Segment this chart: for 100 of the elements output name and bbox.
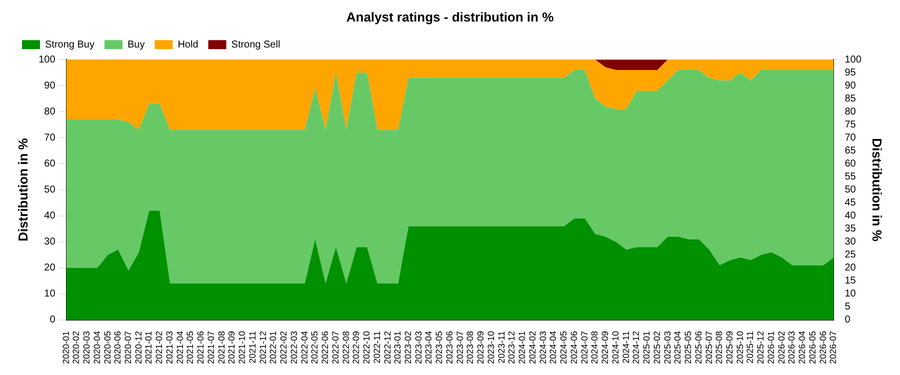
y-tick-label: 60: [44, 158, 56, 170]
x-tick-label: 2025-12: [756, 330, 766, 364]
x-tick-label: 2020-05: [102, 330, 112, 364]
y2-tick-label: 20: [844, 262, 856, 274]
x-tick-label: 2022-12: [382, 330, 392, 364]
x-tick-label: 2022-06: [320, 330, 330, 364]
x-tick-label: 2020-03: [82, 330, 92, 364]
x-tick-label: 2021-12: [258, 330, 268, 364]
x-tick-label: 2021-07: [206, 330, 216, 364]
y2-tick-label: 15: [844, 276, 856, 287]
y-tick-label: 0: [50, 314, 56, 326]
y-tick-label: 40: [44, 210, 56, 222]
x-tick-label: 2020-01: [60, 330, 71, 364]
x-tick-label: 2024-04: [548, 330, 558, 364]
x-tick-label: 2020-06: [112, 330, 123, 364]
x-tick-label: 2025-07: [704, 330, 714, 364]
y2-tick-label: 45: [844, 198, 856, 209]
x-tick-label: 2022-04: [299, 330, 310, 364]
y-axis-title: Distribution in %: [15, 138, 30, 242]
y-tick-label: 10: [44, 288, 56, 300]
y2-tick-label: 30: [844, 236, 856, 248]
y2-tick-label: 75: [844, 119, 856, 130]
x-tick-label: 2022-10: [362, 330, 372, 364]
x-tick-label: 2025-11: [745, 330, 756, 364]
x-tick-label: 2022-01: [268, 330, 278, 364]
x-tick-label: 2021-11: [247, 330, 258, 364]
x-tick-label: 2025-10: [734, 330, 745, 364]
x-tick-label: 2021-01: [144, 330, 154, 364]
x-tick-label: 2026-04: [797, 330, 808, 364]
x-tick-label: 2025-02: [652, 330, 662, 364]
x-tick-label: 2023-11: [496, 330, 506, 364]
x-tick-label: 2022-11: [372, 330, 382, 364]
x-tick-label: 2022-05: [310, 330, 320, 364]
x-tick-label: 2020-02: [71, 330, 82, 364]
x-tick-label: 2026-02: [776, 330, 786, 364]
x-tick-label: 2021-06: [196, 330, 206, 364]
x-tick-label: 2024-11: [620, 330, 631, 364]
x-tick-label: 2021-04: [174, 330, 185, 364]
x-tick-label: 2020-07: [122, 330, 133, 364]
x-tick-label: 2026-01: [766, 330, 776, 364]
x-tick-label: 2023-04: [424, 330, 434, 364]
y2-tick-label: 0: [844, 314, 851, 326]
y-tick-label: 80: [44, 106, 56, 118]
x-tick-label: 2024-03: [538, 330, 548, 364]
y-tick-label: 90: [44, 80, 56, 92]
y2-tick-label: 40: [844, 210, 856, 222]
y-tick-label: 50: [44, 184, 56, 196]
x-tick-label: 2023-10: [486, 330, 496, 364]
y2-tick-label: 80: [844, 106, 856, 118]
x-tick-label: 2024-09: [600, 330, 610, 364]
x-tick-label: 2021-08: [216, 330, 226, 364]
x-tick-label: 2022-07: [330, 330, 340, 364]
x-tick-label: 2025-05: [683, 330, 694, 364]
x-tick-label: 2023-09: [476, 330, 486, 364]
x-tick-label: 2022-02: [278, 330, 289, 364]
x-tick-label: 2023-02: [403, 330, 413, 364]
x-tick-label: 2022-08: [340, 330, 351, 364]
x-tick-label: 2023-01: [392, 330, 403, 364]
legend-label: Strong Sell: [231, 39, 280, 50]
x-tick-label: 2021-03: [164, 330, 174, 364]
x-tick-label: 2024-02: [527, 330, 538, 364]
x-tick-label: 2025-08: [714, 330, 724, 364]
y2-tick-label: 70: [844, 132, 856, 144]
y2-axis-title: Distribution in %: [870, 138, 885, 242]
y2-tick-label: 100: [844, 54, 862, 66]
x-tick-label: 2024-07: [579, 330, 590, 364]
y2-tick-label: 35: [844, 224, 856, 235]
y2-tick-label: 95: [844, 67, 856, 78]
x-tick-label: 2021-09: [226, 330, 237, 364]
y2-tick-label: 85: [844, 93, 856, 104]
x-tick-label: 2023-12: [506, 330, 517, 364]
y-tick-label: 70: [44, 132, 56, 144]
y2-tick-label: 60: [844, 158, 856, 170]
legend-label: Buy: [127, 39, 145, 50]
x-tick-label: 2025-09: [724, 330, 734, 364]
x-tick-label: 2026-06: [818, 330, 828, 364]
y2-tick-label: 55: [844, 172, 856, 183]
x-tick-label: 2026-07: [828, 330, 838, 364]
x-tick-label: 2023-03: [413, 330, 424, 364]
x-tick-label: 2020-04: [92, 330, 102, 364]
legend-label: Strong Buy: [45, 39, 94, 50]
x-tick-label: 2025-03: [662, 330, 672, 364]
y2-tick-label: 50: [844, 184, 856, 196]
x-tick-label: 2025-01: [642, 330, 652, 364]
x-tick-label: 2024-01: [517, 330, 528, 364]
x-tick-label: 2022-09: [351, 330, 362, 364]
x-tick-label: 2024-05: [558, 330, 569, 364]
y2-tick-label: 10: [844, 288, 856, 300]
x-tick-label: 2024-08: [590, 330, 600, 364]
y2-tick-label: 90: [844, 80, 856, 92]
y2-tick-label: 5: [844, 302, 851, 313]
y-tick-label: 100: [38, 54, 56, 66]
x-tick-label: 2024-10: [610, 330, 620, 364]
x-tick-label: 2024-06: [568, 330, 579, 364]
x-tick-label: 2020-12: [133, 330, 144, 364]
legend-label: Hold: [178, 39, 198, 50]
y-tick-label: 20: [44, 262, 56, 274]
x-tick-label: 2023-08: [465, 330, 476, 364]
x-tick-label: 2025-06: [693, 330, 704, 364]
x-tick-label: 2021-02: [154, 330, 164, 364]
